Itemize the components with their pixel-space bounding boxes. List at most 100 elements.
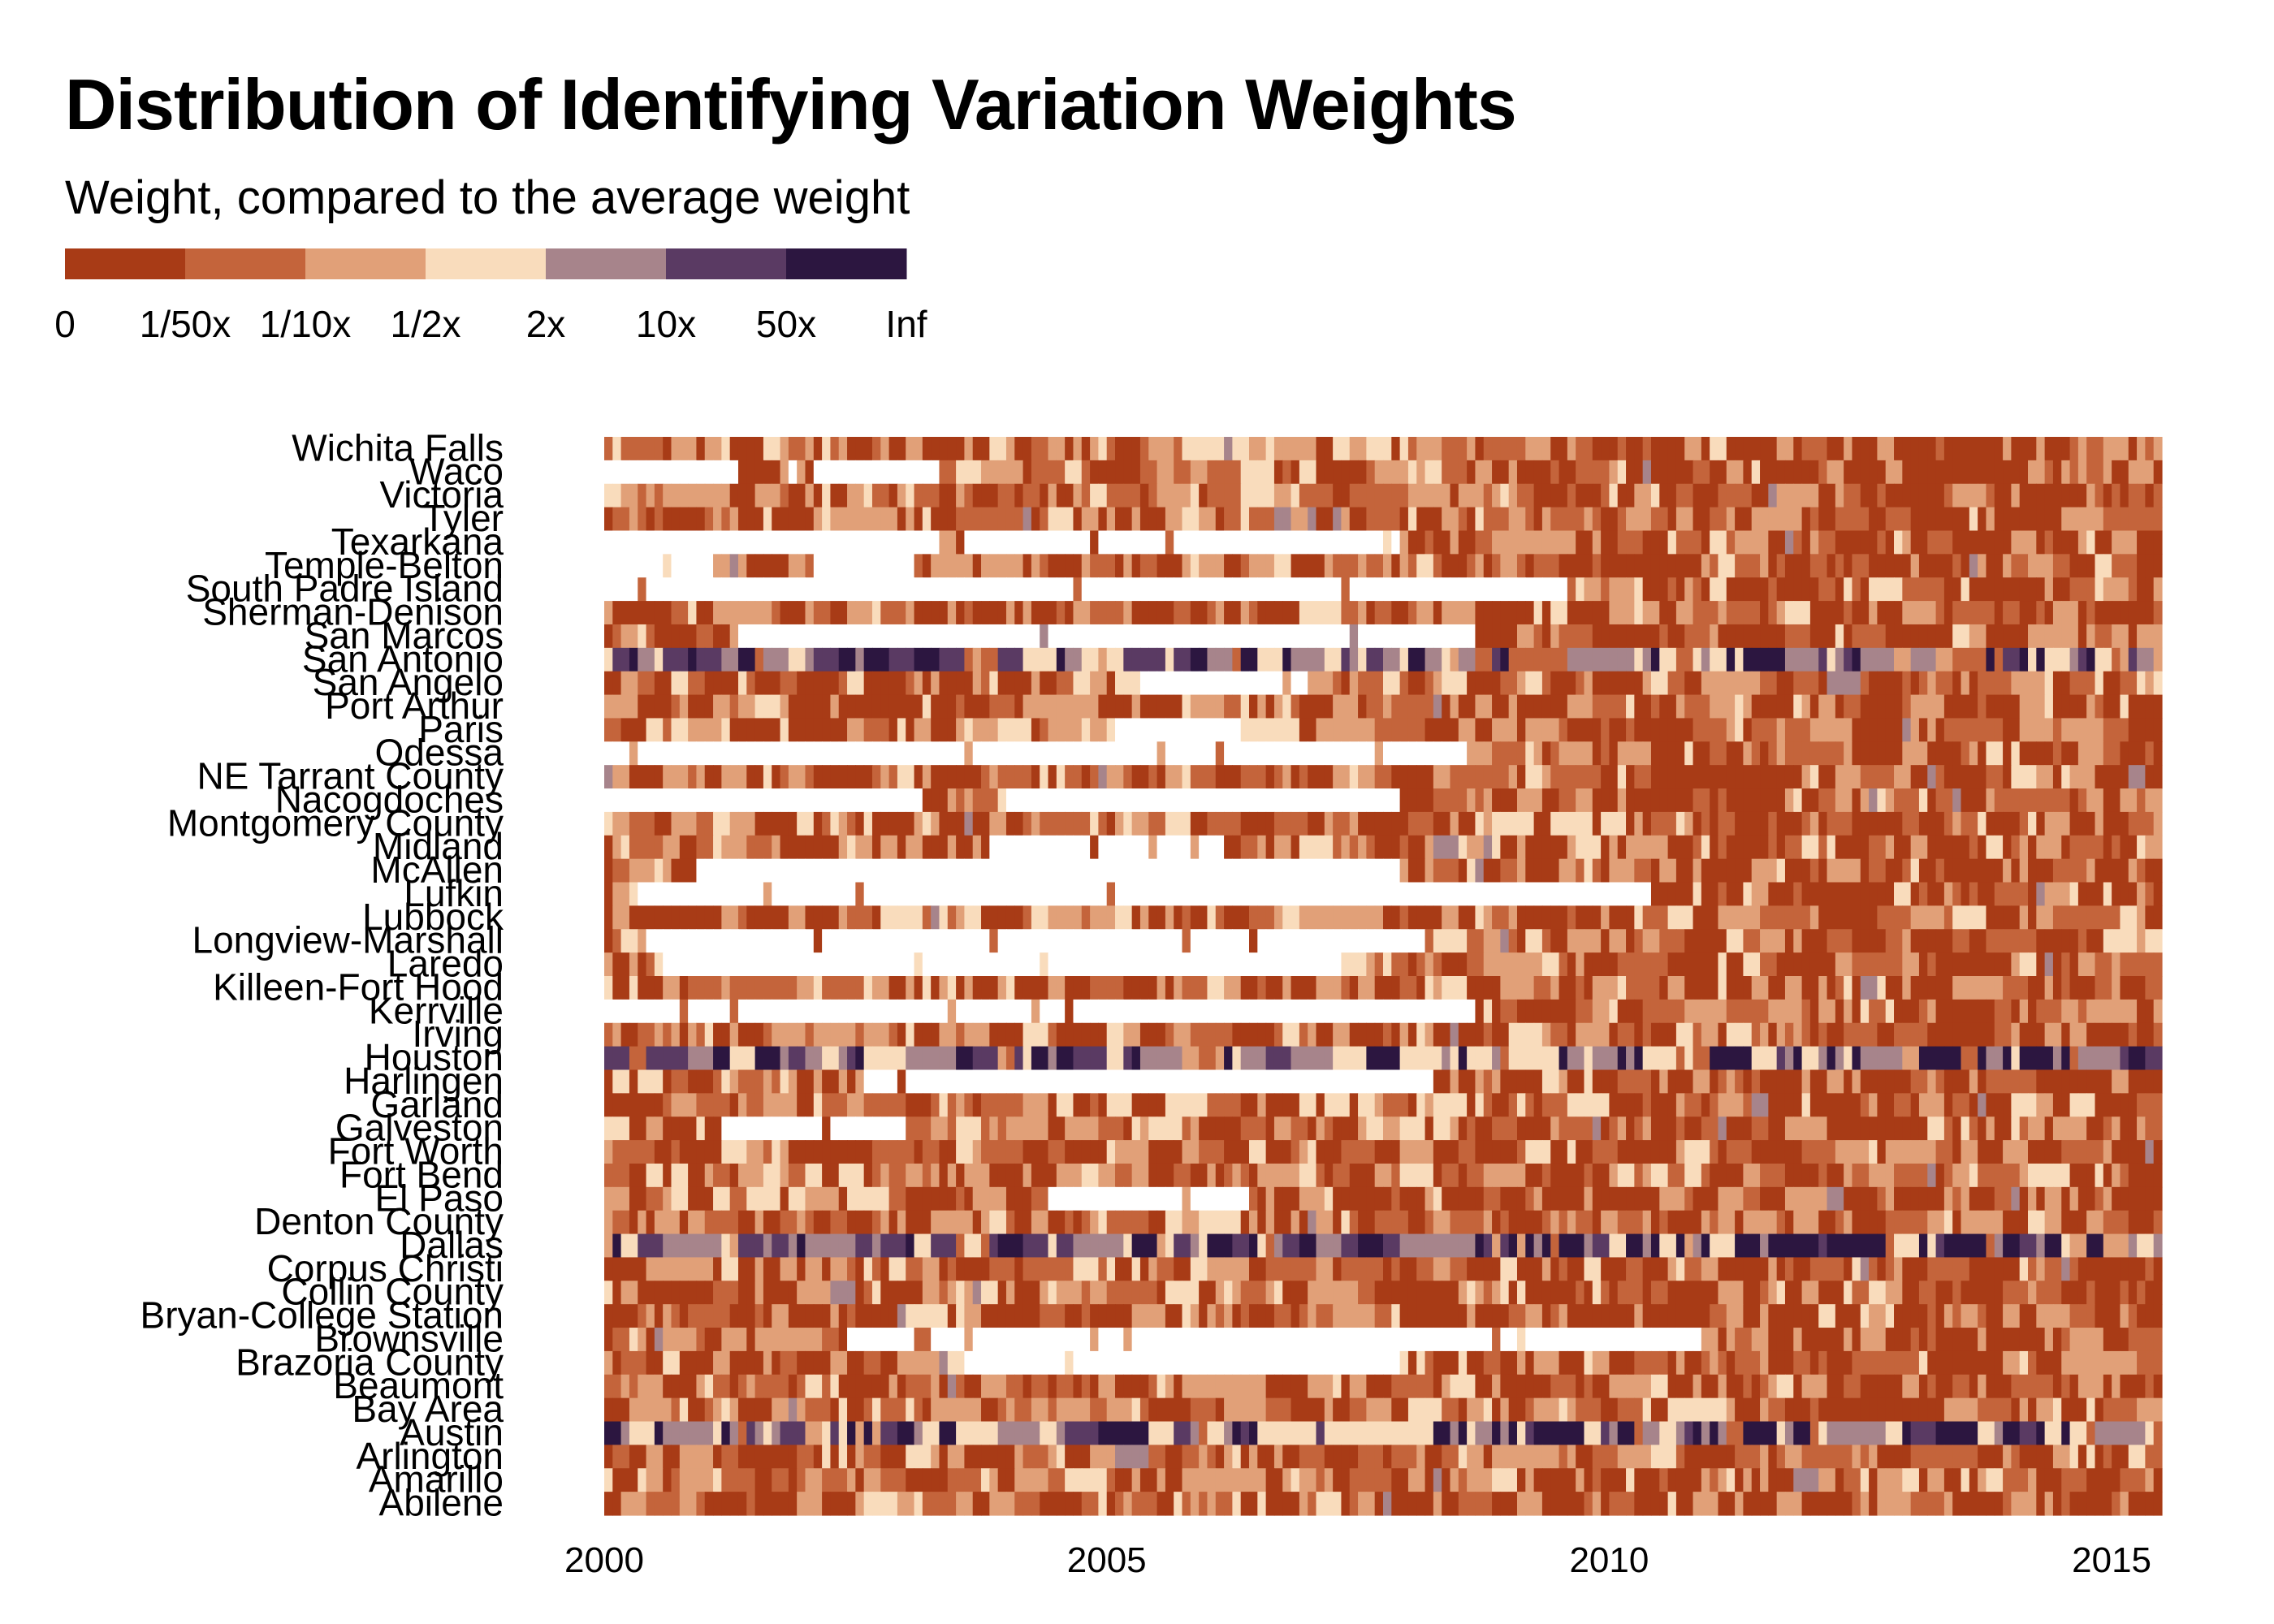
heatmap-cell [1249, 554, 1258, 578]
heatmap-cell [1961, 460, 1970, 485]
heatmap-cell [1533, 624, 1543, 649]
heatmap-cell [772, 788, 781, 813]
heatmap-cell [1081, 460, 1091, 485]
heatmap-cell [1735, 858, 1744, 883]
heatmap-cell [1442, 858, 1451, 883]
heatmap-cell [964, 460, 974, 485]
heatmap-cell [1693, 718, 1702, 742]
heatmap-cell [1324, 718, 1334, 742]
heatmap-cell [2011, 858, 2021, 883]
heatmap-cell [981, 601, 990, 625]
heatmap-cell [1961, 601, 1970, 625]
heatmap-cell [1341, 460, 1351, 485]
heatmap-cell [1869, 554, 1878, 578]
heatmap-cell [1743, 929, 1753, 953]
heatmap-cell [1617, 835, 1627, 860]
heatmap-cell [830, 788, 840, 813]
heatmap-cell [2077, 858, 2087, 883]
heatmap-cell [1249, 976, 1258, 1000]
heatmap-cell [1333, 741, 1342, 766]
heatmap-cell [830, 624, 840, 649]
heatmap-cell [1877, 835, 1887, 860]
heatmap-cell [1726, 577, 1736, 602]
heatmap-cell [1299, 624, 1308, 649]
heatmap-cell [1969, 905, 1978, 930]
heatmap-cell [797, 765, 806, 789]
heatmap-cell [746, 507, 756, 532]
heatmap-cell [1567, 858, 1576, 883]
heatmap-cell [964, 554, 974, 578]
heatmap-cell [1424, 929, 1434, 953]
heatmap-cell [1634, 765, 1644, 789]
heatmap-cell [2077, 601, 2087, 625]
heatmap-cell [1316, 530, 1325, 555]
heatmap-cell [1265, 483, 1275, 508]
heatmap-cell [1626, 624, 1635, 649]
heatmap-cell [2086, 858, 2096, 883]
heatmap-cell [1475, 788, 1485, 813]
heatmap-cell [1500, 577, 1510, 602]
heatmap-cell [2003, 671, 2012, 696]
heatmap-cell [1290, 437, 1300, 461]
heatmap-cell [1726, 929, 1736, 953]
heatmap-cell [1190, 718, 1200, 742]
heatmap-cell [1442, 905, 1451, 930]
heatmap-cell [1667, 671, 1677, 696]
heatmap-cell [1458, 811, 1468, 836]
heatmap-cell [1098, 1022, 1108, 1047]
heatmap-cell [1675, 976, 1685, 1000]
heatmap-cell [1257, 554, 1267, 578]
heatmap-cell [2011, 647, 2021, 672]
heatmap-cell [1282, 976, 1292, 1000]
heatmap-cell [914, 483, 923, 508]
heatmap-cell [1165, 601, 1174, 625]
heatmap-cell [1961, 741, 1970, 766]
heatmap-cell [1391, 811, 1401, 836]
heatmap-cell [1433, 952, 1442, 977]
heatmap-cell [2044, 952, 2054, 977]
heatmap-cell [1801, 694, 1811, 719]
heatmap-cell [1869, 952, 1878, 977]
heatmap-cell [1516, 882, 1526, 906]
heatmap-cell [964, 624, 974, 649]
heatmap-cell [1525, 577, 1535, 602]
heatmap-cell [1232, 976, 1242, 1000]
heatmap-cell [1450, 671, 1459, 696]
heatmap-cell [880, 999, 890, 1024]
heatmap-cell [1139, 976, 1149, 1000]
heatmap-cell [688, 788, 698, 813]
heatmap-cell [1407, 929, 1417, 953]
heatmap-cell [663, 999, 672, 1024]
heatmap-cell [1576, 694, 1585, 719]
heatmap-cell [1743, 741, 1753, 766]
heatmap-cell [1316, 483, 1325, 508]
heatmap-cell [663, 905, 672, 930]
heatmap-cell [1081, 882, 1091, 906]
heatmap-cell [922, 952, 932, 977]
heatmap-cell [1567, 647, 1576, 672]
heatmap-cell [1224, 437, 1233, 461]
heatmap-cell [1751, 624, 1761, 649]
heatmap-cell [1935, 741, 1945, 766]
chart-title: Distribution of Identifying Variation We… [65, 64, 1517, 145]
heatmap-cell [1123, 1046, 1133, 1071]
heatmap-cell [1609, 882, 1619, 906]
heatmap-cell [1735, 507, 1744, 532]
heatmap-cell [2145, 741, 2155, 766]
heatmap-cell [1207, 976, 1217, 1000]
heatmap-cell [1224, 905, 1233, 930]
heatmap-cell [1081, 577, 1091, 602]
heatmap-cell [1182, 788, 1191, 813]
heatmap-cell [897, 929, 906, 953]
heatmap-cell [2019, 976, 2029, 1000]
heatmap-cell [1809, 437, 1819, 461]
heatmap-cell [629, 858, 638, 883]
heatmap-cell [1131, 671, 1141, 696]
heatmap-cell [888, 882, 898, 906]
heatmap-cell [696, 788, 706, 813]
heatmap-cell [1609, 601, 1619, 625]
heatmap-cell [1341, 694, 1351, 719]
heatmap-cell [2145, 460, 2155, 485]
heatmap-cell [2128, 952, 2138, 977]
heatmap-cell [956, 647, 966, 672]
